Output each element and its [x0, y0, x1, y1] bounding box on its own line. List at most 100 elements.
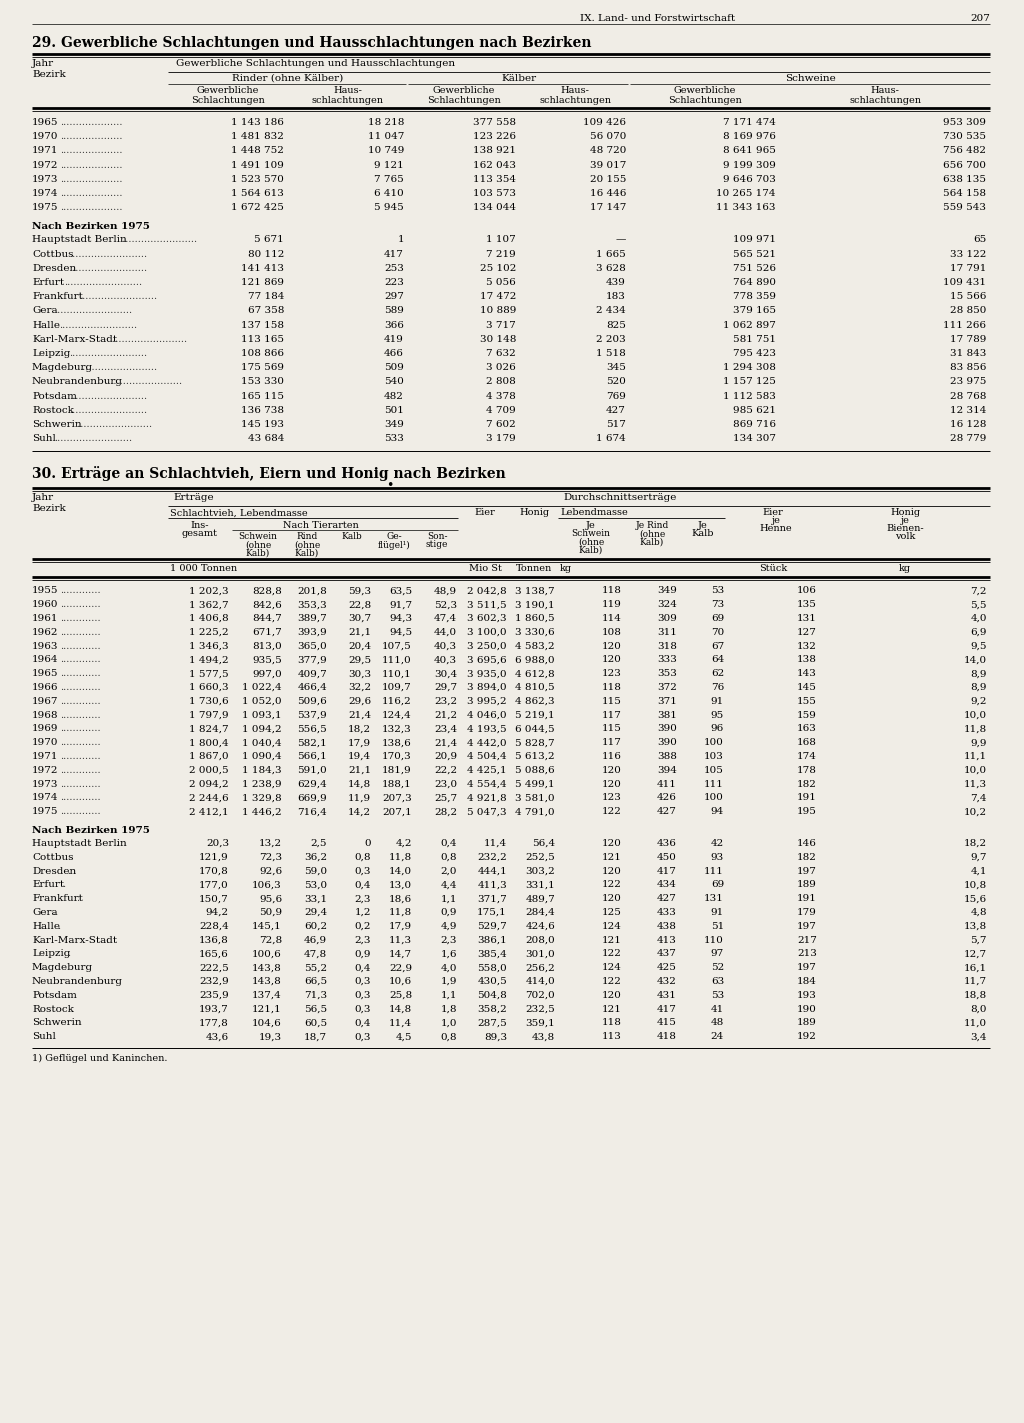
Text: 1,8: 1,8 [440, 1005, 457, 1013]
Text: 1962: 1962 [32, 628, 58, 638]
Text: 181,9: 181,9 [382, 766, 412, 774]
Text: Erträge: Erträge [173, 494, 214, 502]
Text: 72,8: 72,8 [259, 935, 282, 945]
Text: .............: ............. [60, 766, 100, 774]
Text: 409,7: 409,7 [297, 669, 327, 679]
Text: 372: 372 [657, 683, 677, 692]
Text: 3 995,2: 3 995,2 [467, 697, 507, 706]
Text: 121: 121 [602, 935, 622, 945]
Text: 113 354: 113 354 [473, 175, 516, 184]
Text: .: . [67, 1005, 70, 1013]
Text: 1972: 1972 [32, 161, 58, 169]
Text: 47,8: 47,8 [304, 949, 327, 959]
Text: .............: ............. [60, 628, 100, 638]
Text: Karl-Marx-Stadt: Karl-Marx-Stadt [32, 334, 117, 344]
Text: 436: 436 [657, 840, 677, 848]
Text: 1970: 1970 [32, 739, 58, 747]
Text: 43,6: 43,6 [206, 1032, 229, 1042]
Text: 2,3: 2,3 [440, 935, 457, 945]
Text: Lebendmasse: Lebendmasse [560, 508, 628, 518]
Text: 208,0: 208,0 [525, 935, 555, 945]
Text: ....................: .................... [60, 161, 123, 169]
Text: gesamt: gesamt [182, 529, 218, 538]
Text: 100: 100 [705, 794, 724, 803]
Text: 6 410: 6 410 [374, 189, 404, 198]
Text: 419: 419 [384, 334, 404, 344]
Text: 46,9: 46,9 [304, 935, 327, 945]
Text: Schwein: Schwein [571, 529, 610, 538]
Text: 379 165: 379 165 [733, 306, 776, 316]
Text: 153 330: 153 330 [241, 377, 284, 387]
Text: 591,0: 591,0 [297, 766, 327, 774]
Text: Dresden: Dresden [32, 263, 76, 273]
Text: 4 791,0: 4 791,0 [515, 807, 555, 817]
Text: 174: 174 [797, 751, 817, 761]
Text: 110,1: 110,1 [382, 669, 412, 679]
Text: 83 856: 83 856 [949, 363, 986, 373]
Text: 430,5: 430,5 [477, 978, 507, 986]
Text: 127: 127 [797, 628, 817, 638]
Text: 165,6: 165,6 [200, 949, 229, 959]
Text: 1 481 832: 1 481 832 [231, 132, 284, 141]
Text: 94: 94 [711, 807, 724, 817]
Text: 1,6: 1,6 [440, 949, 457, 959]
Text: 5 613,2: 5 613,2 [515, 751, 555, 761]
Text: 10,8: 10,8 [964, 881, 987, 889]
Text: 4,8: 4,8 [971, 908, 987, 916]
Text: 13,2: 13,2 [259, 840, 282, 848]
Text: 4 862,3: 4 862,3 [515, 697, 555, 706]
Text: Kalb: Kalb [692, 529, 715, 538]
Text: 564 158: 564 158 [943, 189, 986, 198]
Text: Kalb: Kalb [342, 532, 362, 541]
Text: 111,0: 111,0 [382, 656, 412, 665]
Text: 537,9: 537,9 [297, 710, 327, 720]
Text: .............: ............. [60, 751, 100, 761]
Text: 191: 191 [797, 794, 817, 803]
Text: .........................: ......................... [54, 434, 132, 443]
Text: 109,7: 109,7 [382, 683, 412, 692]
Text: 113: 113 [602, 1032, 622, 1042]
Text: 5 219,1: 5 219,1 [515, 710, 555, 720]
Text: 353,3: 353,3 [297, 601, 327, 609]
Text: .: . [76, 963, 79, 972]
Text: Frankfurt: Frankfurt [32, 292, 83, 302]
Text: 1 052,0: 1 052,0 [243, 697, 282, 706]
Text: Durchschnittserträge: Durchschnittserträge [563, 494, 677, 502]
Text: 100,6: 100,6 [252, 949, 282, 959]
Text: 11,3: 11,3 [964, 780, 987, 788]
Text: 113 165: 113 165 [241, 334, 284, 344]
Text: 66,5: 66,5 [304, 978, 327, 986]
Text: 359,1: 359,1 [525, 1019, 555, 1027]
Text: Henne: Henne [760, 525, 793, 534]
Text: 189: 189 [797, 881, 817, 889]
Text: Leipzig: Leipzig [32, 949, 71, 959]
Text: 751 526: 751 526 [733, 263, 776, 273]
Text: 135: 135 [797, 601, 817, 609]
Text: 795 423: 795 423 [733, 349, 776, 359]
Text: 1960: 1960 [32, 601, 58, 609]
Text: 56,4: 56,4 [531, 840, 555, 848]
Text: 349: 349 [657, 586, 677, 595]
Text: 109 426: 109 426 [583, 118, 626, 127]
Text: 64: 64 [711, 656, 724, 665]
Text: Kalb): Kalb) [579, 545, 603, 555]
Text: 136 738: 136 738 [241, 406, 284, 414]
Text: 4 921,8: 4 921,8 [467, 794, 507, 803]
Text: 377 558: 377 558 [473, 118, 516, 127]
Text: 517: 517 [606, 420, 626, 428]
Text: .: . [57, 922, 60, 931]
Text: 1969: 1969 [32, 724, 58, 733]
Text: 1 448 752: 1 448 752 [231, 147, 284, 155]
Text: 138 921: 138 921 [473, 147, 516, 155]
Text: 444,1: 444,1 [477, 867, 507, 875]
Text: 22,8: 22,8 [348, 601, 371, 609]
Text: 844,7: 844,7 [252, 613, 282, 623]
Text: 16 128: 16 128 [949, 420, 986, 428]
Text: Suhl: Suhl [32, 434, 56, 443]
Text: 1,0: 1,0 [440, 1019, 457, 1027]
Text: 95: 95 [711, 710, 724, 720]
Text: 386,1: 386,1 [477, 935, 507, 945]
Text: 2 000,5: 2 000,5 [189, 766, 229, 774]
Text: 3 190,1: 3 190,1 [515, 601, 555, 609]
Text: 427: 427 [606, 406, 626, 414]
